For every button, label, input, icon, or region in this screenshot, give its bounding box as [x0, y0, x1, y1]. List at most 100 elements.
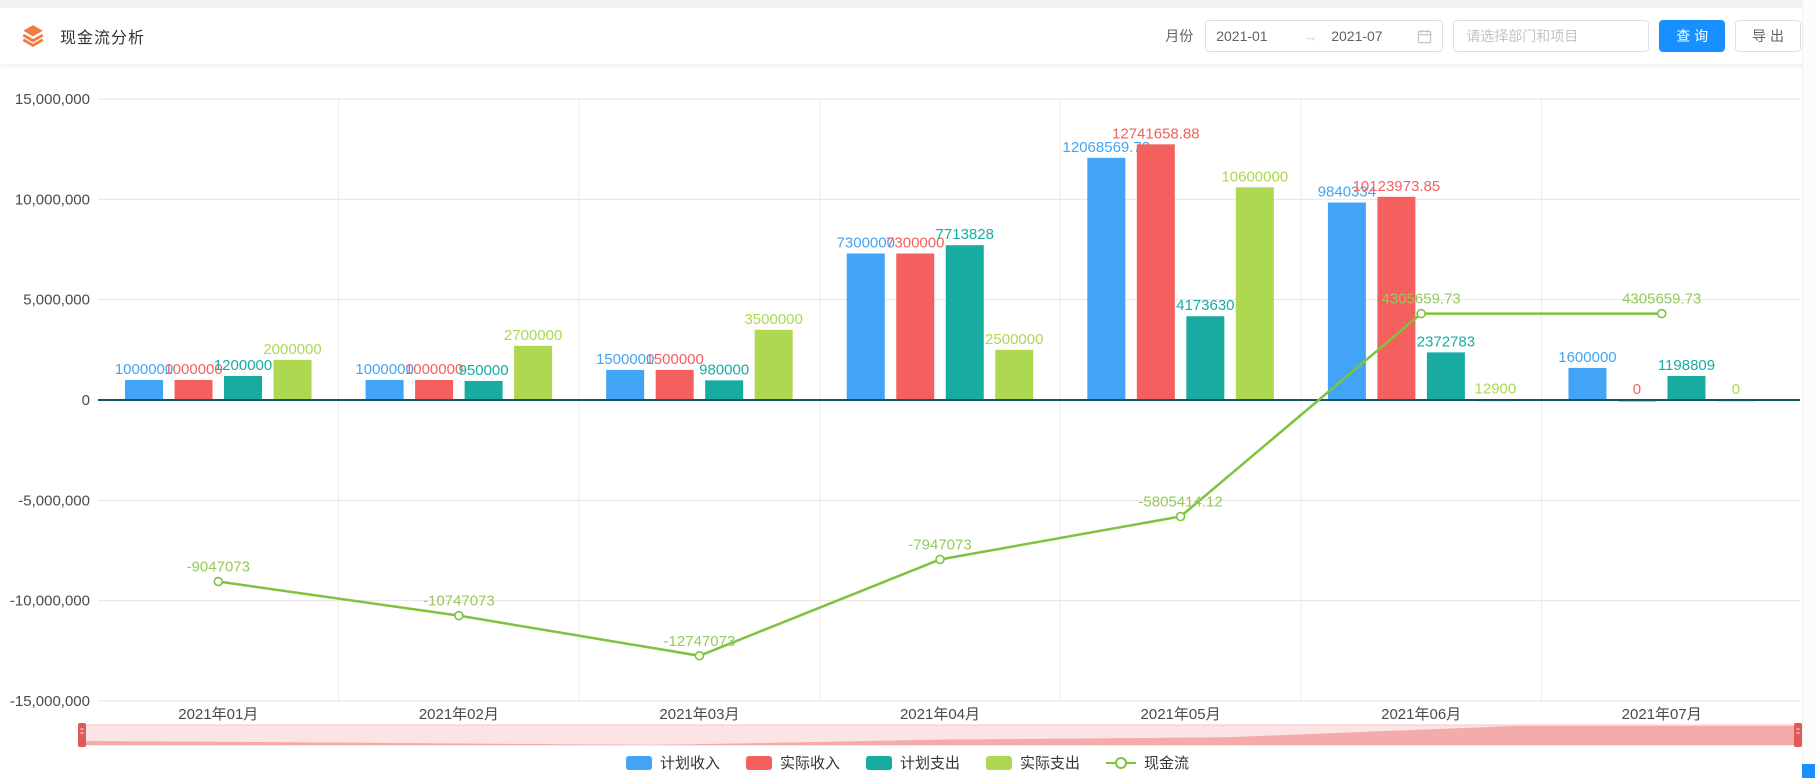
bar[interactable]	[705, 380, 744, 400]
bar[interactable]	[125, 379, 164, 400]
svg-text:0: 0	[82, 392, 90, 409]
date-start-value[interactable]: 2021-01	[1216, 28, 1268, 44]
scrollbar-track[interactable]	[1802, 0, 1815, 778]
bar[interactable]	[1568, 367, 1607, 400]
legend-item-实际支出[interactable]: 实际支出	[986, 752, 1080, 773]
svg-text:950000: 950000	[459, 362, 509, 379]
app-header: 现金流分析 月份 2021-01 → 2021-07 查 询 导 出	[0, 8, 1815, 64]
calendar-icon[interactable]	[1417, 29, 1432, 44]
bar[interactable]	[754, 329, 793, 400]
bar[interactable]	[896, 253, 935, 400]
page-title: 现金流分析	[60, 30, 146, 47]
legend-label: 实际支出	[1020, 755, 1081, 772]
bar[interactable]	[1667, 375, 1706, 400]
line-point[interactable]	[1416, 308, 1426, 319]
svg-text:10123973.85: 10123973.85	[1353, 178, 1441, 195]
svg-text:-5,000,000: -5,000,000	[18, 492, 90, 509]
line-point[interactable]	[1656, 308, 1667, 319]
svg-text:-5805414.12: -5805414.12	[1138, 493, 1222, 510]
bar[interactable]	[655, 369, 694, 400]
line-point[interactable]	[1175, 511, 1186, 522]
date-end-value[interactable]: 2021-07	[1331, 28, 1383, 44]
line-point[interactable]	[454, 610, 464, 621]
svg-text:1000000: 1000000	[164, 361, 222, 378]
datazoom-handle-left[interactable]	[78, 723, 86, 747]
bar[interactable]	[846, 253, 885, 400]
month-field-label: 月份	[1165, 28, 1194, 44]
svg-text:15,000,000: 15,000,000	[15, 91, 90, 108]
svg-text:-10747073: -10747073	[423, 593, 495, 610]
bar[interactable]	[995, 349, 1034, 400]
legend-label: 现金流	[1144, 755, 1190, 772]
bar[interactable]	[174, 379, 213, 400]
legend-item-现金流[interactable]: 现金流	[1106, 752, 1189, 773]
bar[interactable]	[1426, 352, 1465, 400]
svg-text:10600000: 10600000	[1221, 168, 1288, 185]
svg-text:2021年07月: 2021年07月	[1622, 706, 1702, 723]
bar[interactable]	[606, 369, 645, 400]
top-strip	[0, 0, 1815, 8]
bar[interactable]	[1136, 144, 1175, 400]
svg-text:1000000: 1000000	[405, 361, 463, 378]
line-point[interactable]	[694, 650, 705, 661]
svg-text:12068569.73: 12068569.73	[1063, 139, 1151, 156]
svg-text:12741658.88: 12741658.88	[1112, 125, 1200, 142]
svg-text:1000000: 1000000	[355, 361, 413, 378]
svg-text:2021年05月: 2021年05月	[1141, 706, 1221, 723]
svg-text:5,000,000: 5,000,000	[23, 292, 90, 309]
legend-label: 计划收入	[659, 755, 720, 772]
legend-line-marker-icon	[1106, 756, 1137, 769]
svg-text:2372783: 2372783	[1417, 333, 1475, 350]
legend-item-计划收入[interactable]: 计划收入	[625, 752, 720, 773]
bar[interactable]	[945, 245, 984, 400]
bar-series-实际支出: 2000000 2700000 3500000 2500000 10600000 1290…	[263, 168, 1755, 402]
bar[interactable]	[1087, 157, 1126, 400]
bar[interactable]	[415, 379, 454, 400]
bar[interactable]	[1186, 316, 1225, 400]
svg-text:7300000: 7300000	[886, 235, 944, 252]
header-controls: 月份 2021-01 → 2021-07 查 询 导 出	[1165, 20, 1801, 52]
datazoom-handle-right[interactable]	[1794, 723, 1802, 747]
svg-text:1500000: 1500000	[596, 351, 654, 368]
legend-swatch	[625, 755, 652, 770]
legend-swatch	[745, 755, 772, 770]
datazoom-slider[interactable]	[78, 723, 1802, 747]
chart-legend: 计划收入 实际收入 计划支出 实际支出 现金流	[0, 752, 1815, 773]
legend-item-计划支出[interactable]: 计划支出	[865, 752, 960, 773]
bar[interactable]	[273, 359, 312, 400]
line-point[interactable]	[935, 554, 945, 565]
bar-series-实际收入: 1000000 10000001500000730000012741658.881…	[164, 125, 1656, 402]
svg-text:1198809: 1198809	[1658, 357, 1715, 374]
bar[interactable]	[1235, 187, 1274, 400]
svg-text:3500000: 3500000	[744, 311, 802, 328]
date-range-picker[interactable]: 2021-01 → 2021-07	[1205, 20, 1444, 52]
svg-text:12900: 12900	[1475, 381, 1517, 398]
query-button[interactable]: 查 询	[1659, 20, 1726, 52]
svg-text:-15,000,000: -15,000,000	[10, 693, 90, 710]
line-point[interactable]	[213, 576, 224, 587]
svg-text:2021年03月: 2021年03月	[659, 706, 739, 723]
svg-text:2021年04月: 2021年04月	[900, 706, 980, 723]
bar[interactable]	[514, 345, 553, 400]
svg-text:0: 0	[1633, 381, 1641, 398]
svg-text:4173630: 4173630	[1176, 297, 1234, 314]
scrollbar-corner[interactable]	[1802, 764, 1815, 778]
export-button[interactable]: 导 出	[1735, 20, 1801, 52]
svg-text:2700000: 2700000	[504, 327, 562, 344]
department-project-select[interactable]	[1453, 20, 1650, 52]
svg-text:2500000: 2500000	[985, 331, 1043, 348]
cashflow-chart[interactable]: 15,000,000 10,000,000 5,000,000 0 -5,000,000…	[0, 64, 1815, 778]
bar[interactable]	[365, 379, 404, 400]
bar-series-计划支出: 1200000 950000 980000 7713828 4173630 2372783…	[214, 226, 1715, 400]
bar[interactable]	[224, 375, 263, 400]
svg-text:1500000: 1500000	[645, 351, 703, 368]
legend-item-实际收入[interactable]: 实际收入	[745, 752, 840, 773]
bar[interactable]	[1377, 196, 1416, 400]
bar[interactable]	[464, 380, 503, 400]
date-range-arrow-icon: →	[1304, 28, 1318, 44]
legend-swatch	[986, 755, 1012, 770]
bar[interactable]	[1327, 202, 1366, 400]
svg-text:7713828: 7713828	[936, 226, 994, 243]
cashflow-chart-canvas[interactable]: 15,000,000 10,000,000 5,000,000 0 -5,000,000…	[0, 64, 1815, 778]
svg-text:1200000: 1200000	[214, 357, 272, 374]
